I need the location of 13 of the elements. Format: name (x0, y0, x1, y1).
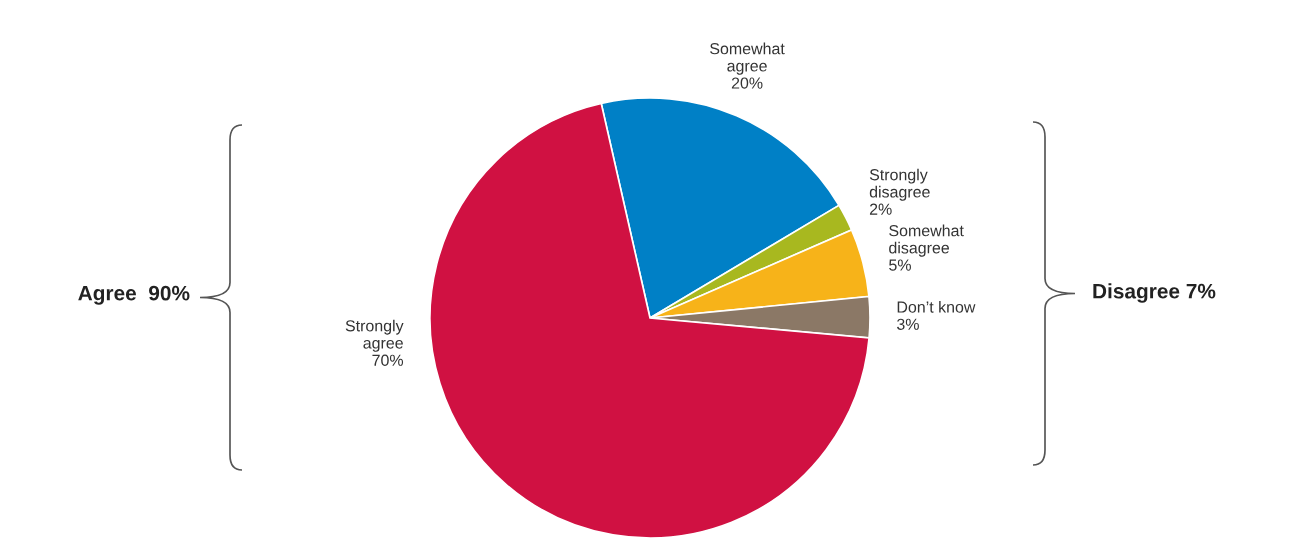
slice-label: Strongly disagree (869, 168, 930, 201)
slice-label: Don’t know (897, 301, 976, 313)
slice-label: Strongly agree (345, 319, 404, 352)
data-label: 2% (869, 203, 892, 215)
text: Agree 90% (78, 285, 190, 305)
slice-label: Somewhat agree (710, 42, 785, 75)
data-label: 70% (372, 354, 404, 366)
text: Disagree 7% (1093, 283, 1216, 303)
data-label: 3% (897, 318, 919, 330)
data-label: 20% (731, 77, 763, 89)
pie-slice (430, 102, 870, 538)
data-label: 5% (889, 259, 911, 271)
slice-label: Somewhat disagree (889, 224, 964, 257)
